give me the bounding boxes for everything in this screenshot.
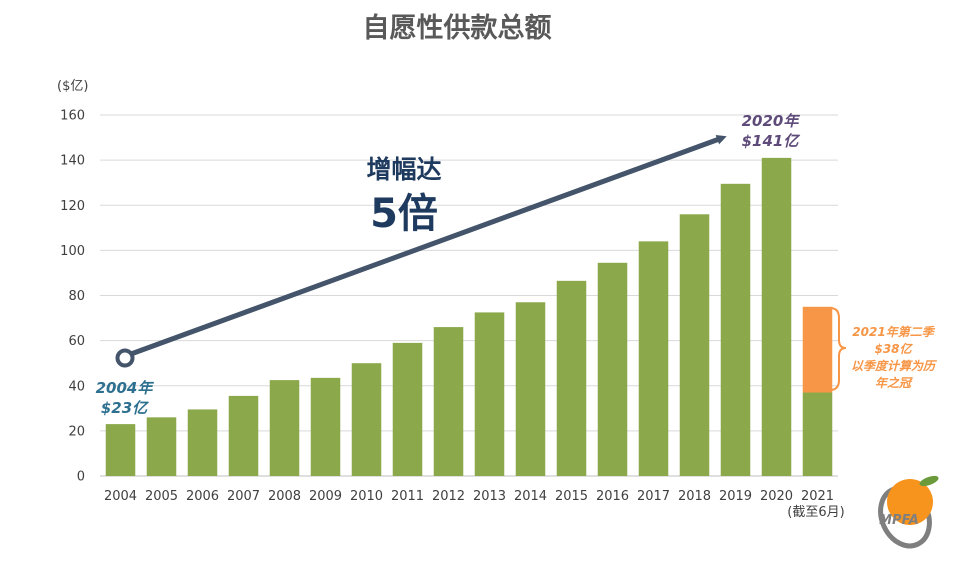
bar-2019 [720,183,751,477]
x-tick-label: 2010 [350,489,383,504]
bar-2007 [228,395,259,476]
x-tick-label: 2019 [719,489,752,504]
x-tick-label: 2021 [801,489,834,504]
arrow-start-marker [115,348,135,368]
bar-2011 [392,342,423,476]
x-tick-label: 2018 [678,489,711,504]
start-annotation-value: $23亿 [101,399,149,417]
q2-annotation-line2: $38亿 [874,342,913,356]
x-tick-label: 2016 [596,489,629,504]
bar-2018 [679,214,710,476]
bar-2014 [515,302,546,476]
y-tick-label: 20 [68,424,85,439]
bar-2006 [187,409,218,476]
x-axis-ticks: 2004 2005 2006 2007 2008 2009 2010 2011 2012 2013… [104,489,834,504]
y-tick-label: 0 [77,470,85,485]
bar-2021 [802,392,833,476]
q2-annotation-line1: 2021年第二季 [852,325,935,339]
bar-2008 [269,380,300,476]
y-tick-label: 160 [60,109,85,124]
bar-2015 [556,280,587,476]
growth-value: 5倍 [370,191,438,237]
bar-2013 [474,312,505,476]
mpfa-logo: MPFA [878,475,939,549]
y-tick-label: 40 [68,379,85,394]
logo-leaf [919,475,939,487]
x-tick-label: 2012 [432,489,465,504]
bar-2009 [310,377,341,476]
y-axis-ticks: 0 20 40 60 80 100 120 140 160 [60,109,85,485]
gridlines [100,114,838,477]
logo-orange-fruit [887,479,933,525]
logo-text: MPFA [879,513,919,528]
bar-2016 [597,262,628,476]
bar-2017 [638,241,669,476]
x-tick-label: 2007 [227,489,260,504]
q2-bracket [829,307,847,391]
growth-label: 增幅达 [366,155,441,184]
last-category-note: (截至6月) [787,505,844,520]
bars [105,157,833,477]
y-tick-label: 80 [68,289,85,304]
bar-2004 [105,424,136,476]
x-tick-label: 2014 [514,489,547,504]
bar-2021-q2 [802,306,833,393]
growth-arrow [130,135,727,357]
chart-title: 自愿性供款总额 [363,12,552,44]
x-tick-label: 2020 [760,489,793,504]
y-tick-label: 120 [60,199,85,214]
y-axis-unit-label: ($亿) [57,79,88,94]
x-tick-label: 2011 [391,489,424,504]
y-tick-label: 100 [60,244,85,259]
end-annotation-value: $141亿 [742,132,801,150]
x-tick-label: 2017 [637,489,670,504]
y-tick-label: 140 [60,154,85,169]
x-tick-label: 2015 [555,489,588,504]
x-tick-label: 2008 [268,489,301,504]
x-tick-label: 2004 [104,489,137,504]
bar-2020 [761,157,792,476]
start-annotation-year: 2004年 [96,379,155,397]
q2-annotation-line4: 年之冠 [875,376,913,390]
x-tick-label: 2005 [145,489,178,504]
bar-2012 [433,327,464,476]
x-tick-label: 2013 [473,489,506,504]
bar-2010 [351,363,382,476]
bar-2005 [146,417,177,476]
x-tick-label: 2009 [309,489,342,504]
q2-annotation-line3: 以季度计算为历 [851,359,938,373]
y-tick-label: 60 [68,334,85,349]
end-annotation-year: 2020年 [742,112,801,130]
x-tick-label: 2006 [186,489,219,504]
